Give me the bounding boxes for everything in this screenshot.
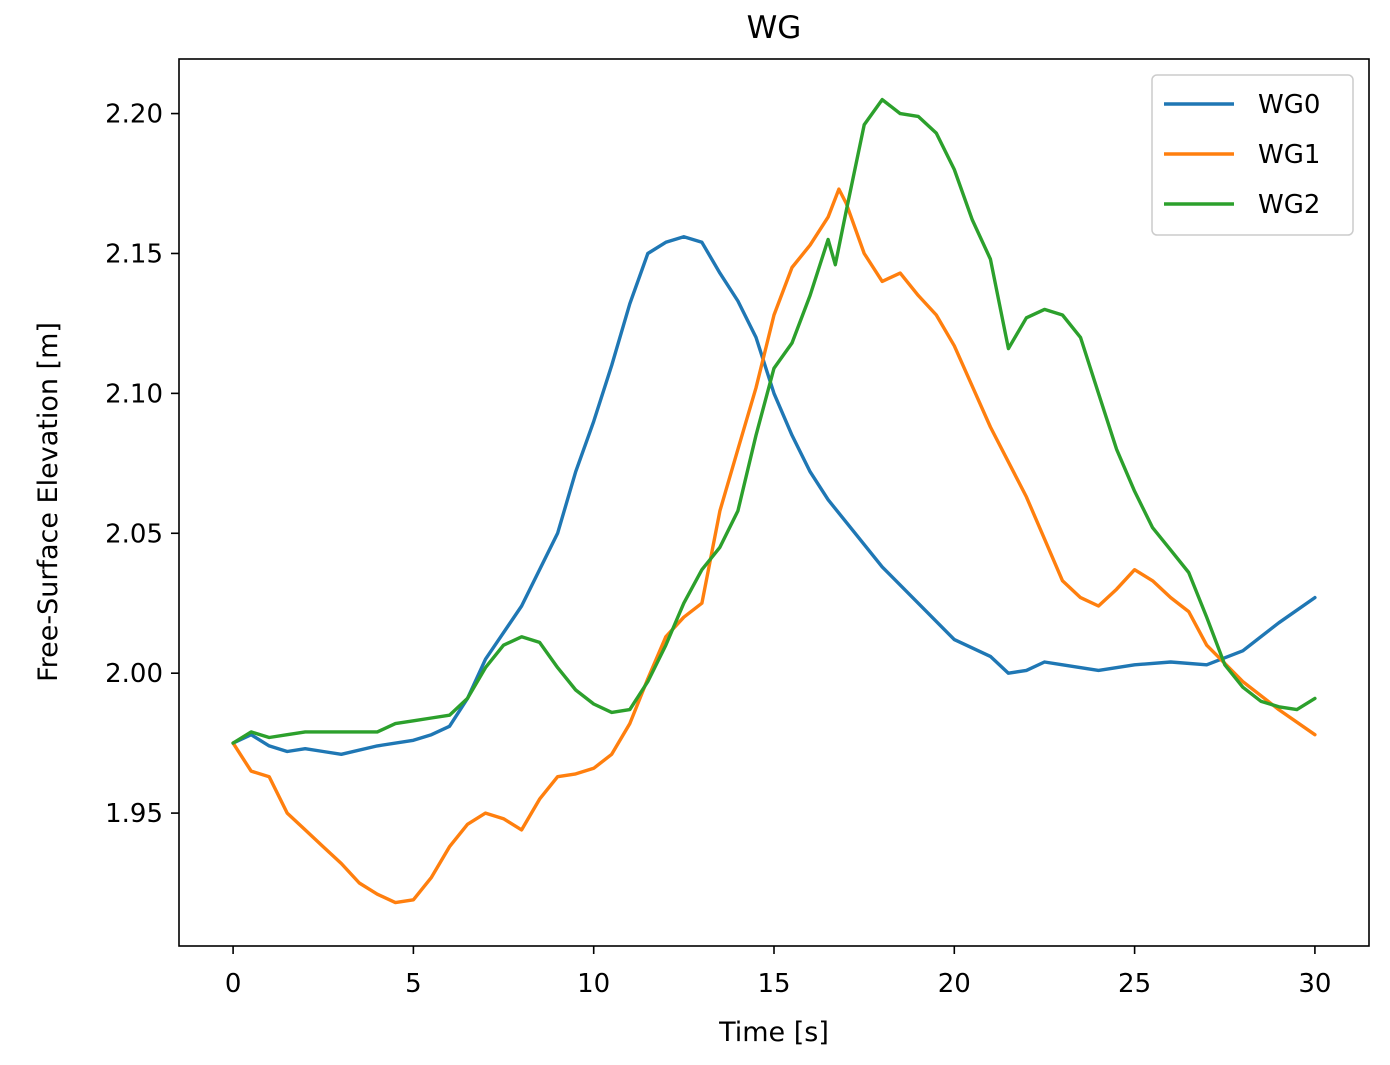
- series-line-wg2: [231, 97, 1317, 745]
- x-tick-label: 20: [938, 969, 971, 999]
- x-tick-label: 0: [225, 969, 242, 999]
- x-axis-label: Time [s]: [718, 1017, 829, 1048]
- x-tick-label: 30: [1298, 969, 1331, 999]
- x-axis: 0 5 10 15 20 25 30: [225, 946, 1331, 999]
- series-line-wg1: [231, 187, 1317, 905]
- x-tick-label: 10: [577, 969, 610, 999]
- y-tick-label: 2.20: [105, 100, 163, 130]
- chart-title: WG: [747, 10, 802, 46]
- series-line-wg0: [231, 235, 1317, 756]
- legend: WG0 WG1 WG2: [1151, 74, 1354, 236]
- x-tick-label: 15: [757, 969, 790, 999]
- legend-label-wg2: WG2: [1258, 190, 1320, 220]
- y-tick-label: 2.00: [105, 659, 163, 689]
- y-tick-label: 1.95: [105, 799, 163, 829]
- y-tick-label: 2.10: [105, 379, 163, 409]
- y-tick-label: 2.05: [105, 519, 163, 549]
- series-layer: [231, 97, 1317, 905]
- legend-label-wg0: WG0: [1258, 90, 1320, 120]
- y-axis: 1.95 2.00 2.05 2.10 2.15 2.20: [105, 100, 179, 829]
- x-tick-label: 25: [1118, 969, 1151, 999]
- y-axis-label: Free-Surface Elevation [m]: [33, 322, 64, 682]
- legend-label-wg1: WG1: [1258, 140, 1320, 170]
- legend-box: [1151, 74, 1354, 236]
- y-tick-label: 2.15: [105, 239, 163, 269]
- x-tick-label: 5: [405, 969, 422, 999]
